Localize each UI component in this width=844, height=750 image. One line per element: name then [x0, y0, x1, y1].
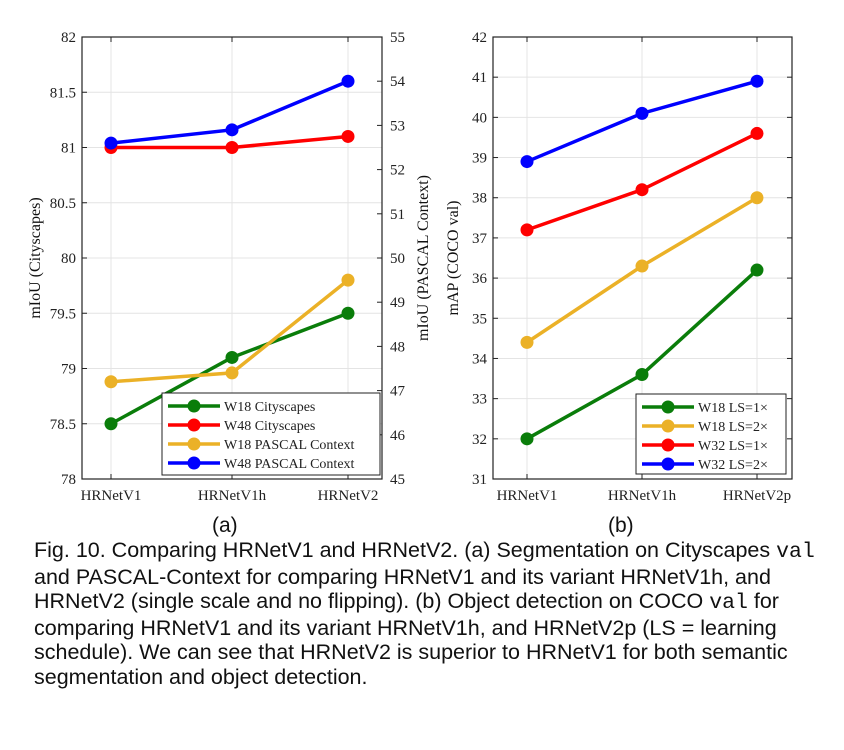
data-point	[750, 74, 764, 88]
y-tick-label: 38	[472, 191, 487, 207]
y2-tick-label: 55	[390, 30, 405, 46]
y-tick-label: 82	[61, 30, 76, 46]
data-point	[520, 432, 534, 446]
data-point	[750, 263, 764, 277]
y-tick-label: 81.5	[50, 85, 76, 101]
data-point	[635, 259, 649, 273]
data-point	[341, 129, 355, 143]
data-point	[635, 106, 649, 120]
y-tick-label: 35	[472, 311, 487, 327]
y-tick-label: 33	[472, 392, 487, 408]
data-point	[520, 335, 534, 349]
y-tick-label: 78	[61, 472, 76, 488]
y-tick-label: 40	[472, 110, 487, 126]
y-axis-label: mAP (COCO val)	[445, 201, 462, 316]
plot-frame	[81, 36, 383, 480]
y2-axis-label: mIoU (PASCAL Context)	[415, 175, 432, 341]
plot-frame	[492, 36, 793, 480]
y-axis-label: mIoU (Cityscapes)	[27, 197, 44, 318]
y-tick-label: 39	[472, 151, 487, 167]
legend-marker	[661, 438, 675, 452]
caption-code: val	[776, 540, 815, 564]
y-tick-label: 32	[472, 432, 487, 448]
data-point	[104, 375, 118, 389]
data-point	[750, 191, 764, 205]
y2-tick-label: 50	[390, 251, 405, 267]
figure-caption: Fig. 10. Comparing HRNetV1 and HRNetV2. …	[34, 538, 824, 689]
y-tick-label: 36	[472, 271, 488, 287]
y2-tick-label: 52	[390, 163, 405, 179]
y-tick-label: 42	[472, 30, 487, 46]
data-point	[341, 74, 355, 88]
y-tick-label: 79	[61, 362, 76, 378]
y-tick-label: 78.5	[50, 417, 76, 433]
legend-label: W18 LS=1×	[698, 401, 768, 416]
y-tick-label: 80.5	[50, 196, 76, 212]
series-line	[110, 278, 350, 384]
figure: 78 78.5 79 79.5 80 80.5 81 81.5 82 45 46 47 48 49 50 51…	[27, 30, 793, 504]
y2-tick-label: 47	[390, 384, 406, 400]
legend-marker	[187, 456, 201, 470]
legend-label: W32 LS=1×	[698, 439, 768, 454]
y2-tick-label: 48	[390, 339, 405, 355]
data-point	[520, 155, 534, 169]
y2-tick-label: 46	[390, 428, 406, 444]
caption-text: and PASCAL-Context for comparing HRNetV1…	[34, 564, 771, 614]
legend-marker	[661, 400, 675, 414]
y-tick-label: 79.5	[50, 306, 76, 322]
data-point	[341, 273, 355, 287]
panel-label-b: (b)	[608, 514, 634, 537]
caption-code: val	[709, 591, 748, 615]
y-tick-label: 80	[61, 251, 76, 267]
legend-marker	[661, 419, 675, 433]
legend-marker	[187, 437, 201, 451]
y2-tick-label: 49	[390, 295, 405, 311]
data-point	[635, 183, 649, 197]
y-tick-label: 31	[472, 472, 487, 488]
data-point	[225, 350, 239, 364]
x-tick-label: HRNetV2p	[723, 488, 791, 504]
x-tick-label: HRNetV1h	[608, 488, 677, 504]
legend-label: W32 LS=2×	[698, 458, 768, 473]
legend-label: W18 PASCAL Context	[224, 438, 355, 453]
y2-tick-label: 45	[390, 472, 405, 488]
y-tick-label: 81	[61, 141, 76, 157]
y2-tick-label: 53	[390, 118, 405, 134]
y-tick-label: 34	[472, 351, 488, 367]
data-point	[104, 417, 118, 431]
legend-marker	[661, 457, 675, 471]
caption-text: for comparing HRNetV1 and its variant HR…	[34, 589, 788, 689]
data-point	[750, 126, 764, 140]
data-point	[635, 368, 649, 382]
legend-label: W48 Cityscapes	[224, 419, 315, 434]
x-tick-label: HRNetV1h	[198, 488, 267, 504]
panel-label-a: (a)	[212, 514, 238, 537]
caption-text: Fig. 10. Comparing HRNetV1 and HRNetV2. …	[34, 538, 777, 562]
legend-marker	[187, 418, 201, 432]
x-tick-label: HRNetV1	[81, 488, 142, 504]
y-tick-label: 41	[472, 70, 487, 86]
y-tick-label: 37	[472, 231, 488, 247]
data-point	[225, 141, 239, 154]
data-point	[225, 366, 239, 380]
data-point	[520, 223, 534, 237]
data-point	[225, 123, 239, 137]
y2-tick-label: 54	[390, 74, 406, 90]
data-point	[104, 136, 118, 150]
x-tick-label: HRNetV1	[497, 488, 558, 504]
x-tick-label: HRNetV2	[318, 488, 379, 504]
y2-tick-label: 51	[390, 207, 405, 223]
legend-label: W48 PASCAL Context	[224, 457, 355, 472]
data-point	[341, 306, 355, 320]
legend-label: W18 Cityscapes	[224, 400, 315, 415]
legend-label: W18 LS=2×	[698, 420, 768, 435]
legend-marker	[187, 399, 201, 413]
